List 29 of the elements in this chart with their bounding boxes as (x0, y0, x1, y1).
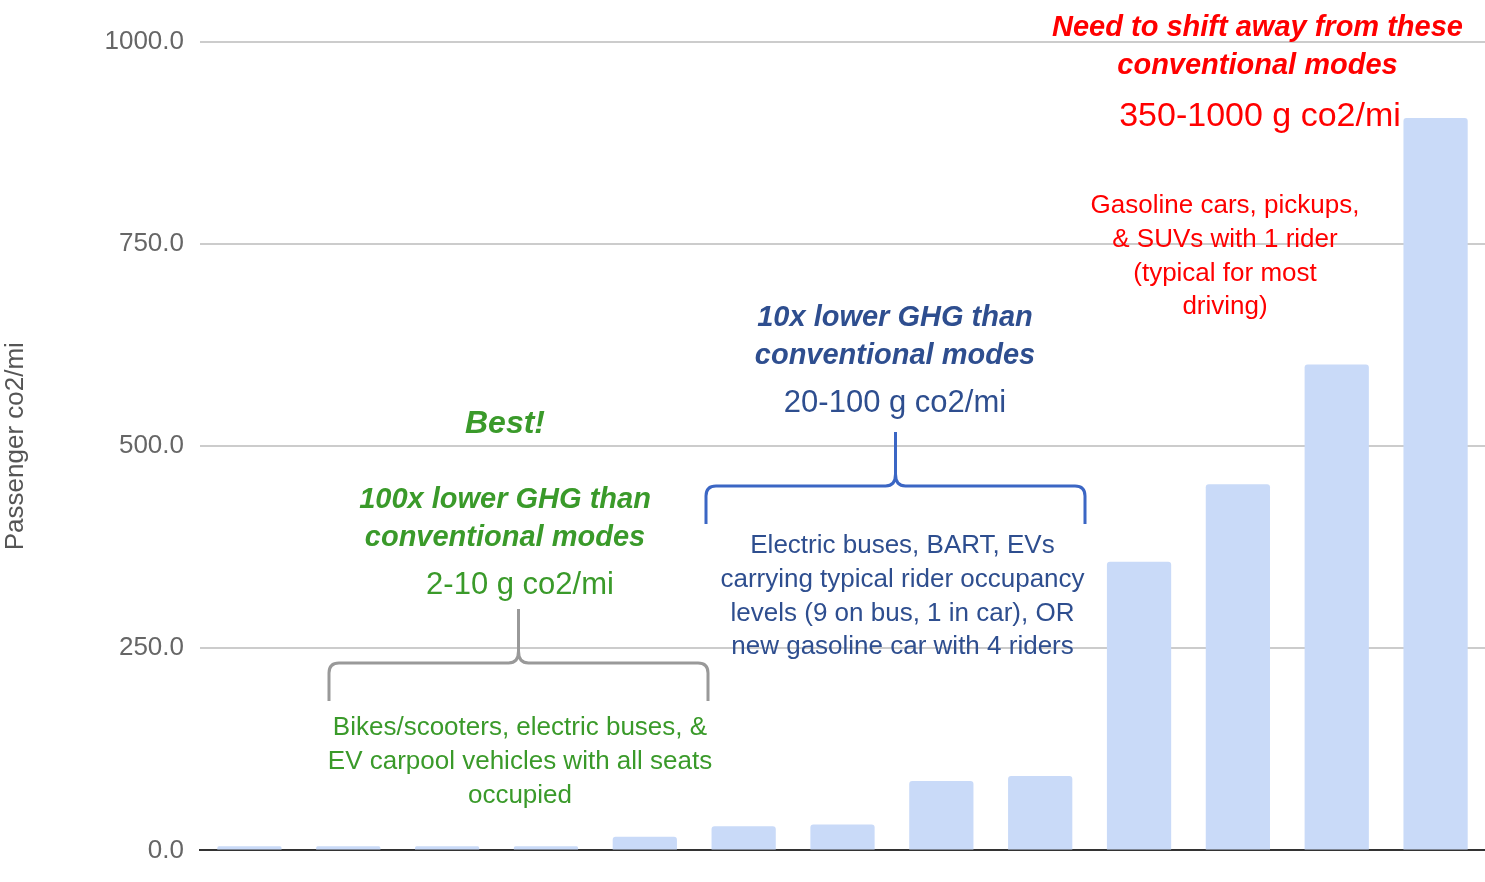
annotation: 350-1000 g co2/mi (1118, 94, 1402, 135)
bar (909, 780, 974, 850)
annotation: Gasoline cars, pickups, & SUVs with 1 rider (typical for most driving) (1090, 188, 1360, 323)
bar (316, 846, 381, 850)
annotation: 2-10 g co2/mi (425, 565, 615, 603)
annotation: Electric buses, BART, EVs carrying typical rider occupancy levels (9 on bus, 1 in car), OR new gasoline car with 4 riders (719, 528, 1086, 663)
y-tick-label: 250.0 (118, 631, 184, 662)
annotation: Need to shift away from these conventional modes (1051, 9, 1464, 82)
annotation: 10x lower GHG than conventional modes (753, 299, 1037, 372)
annotation: Bikes/scooters, electric buses, & EV carpool vehicles with all seats occupied (326, 710, 714, 811)
y-tick-label: 0.0 (147, 833, 184, 864)
y-axis-title: Passenger co2/mi (0, 342, 29, 551)
y-tick-label: 750.0 (118, 227, 184, 258)
annotation: 100x lower GHG than conventional modes (358, 481, 652, 554)
annotation: Best! (464, 403, 546, 442)
bar (1106, 561, 1172, 850)
bar (1403, 117, 1468, 850)
bar (217, 846, 282, 850)
bar (513, 846, 579, 850)
bar (414, 846, 480, 850)
bar (810, 824, 875, 850)
bar (1304, 364, 1369, 850)
bar (1008, 776, 1073, 850)
annotation: 20-100 g co2/mi (782, 383, 1008, 421)
bar (1205, 484, 1271, 850)
bar (711, 826, 776, 850)
y-tick-label: 500.0 (118, 429, 184, 460)
y-tick-label: 1000.0 (104, 25, 184, 56)
bar (612, 836, 677, 850)
